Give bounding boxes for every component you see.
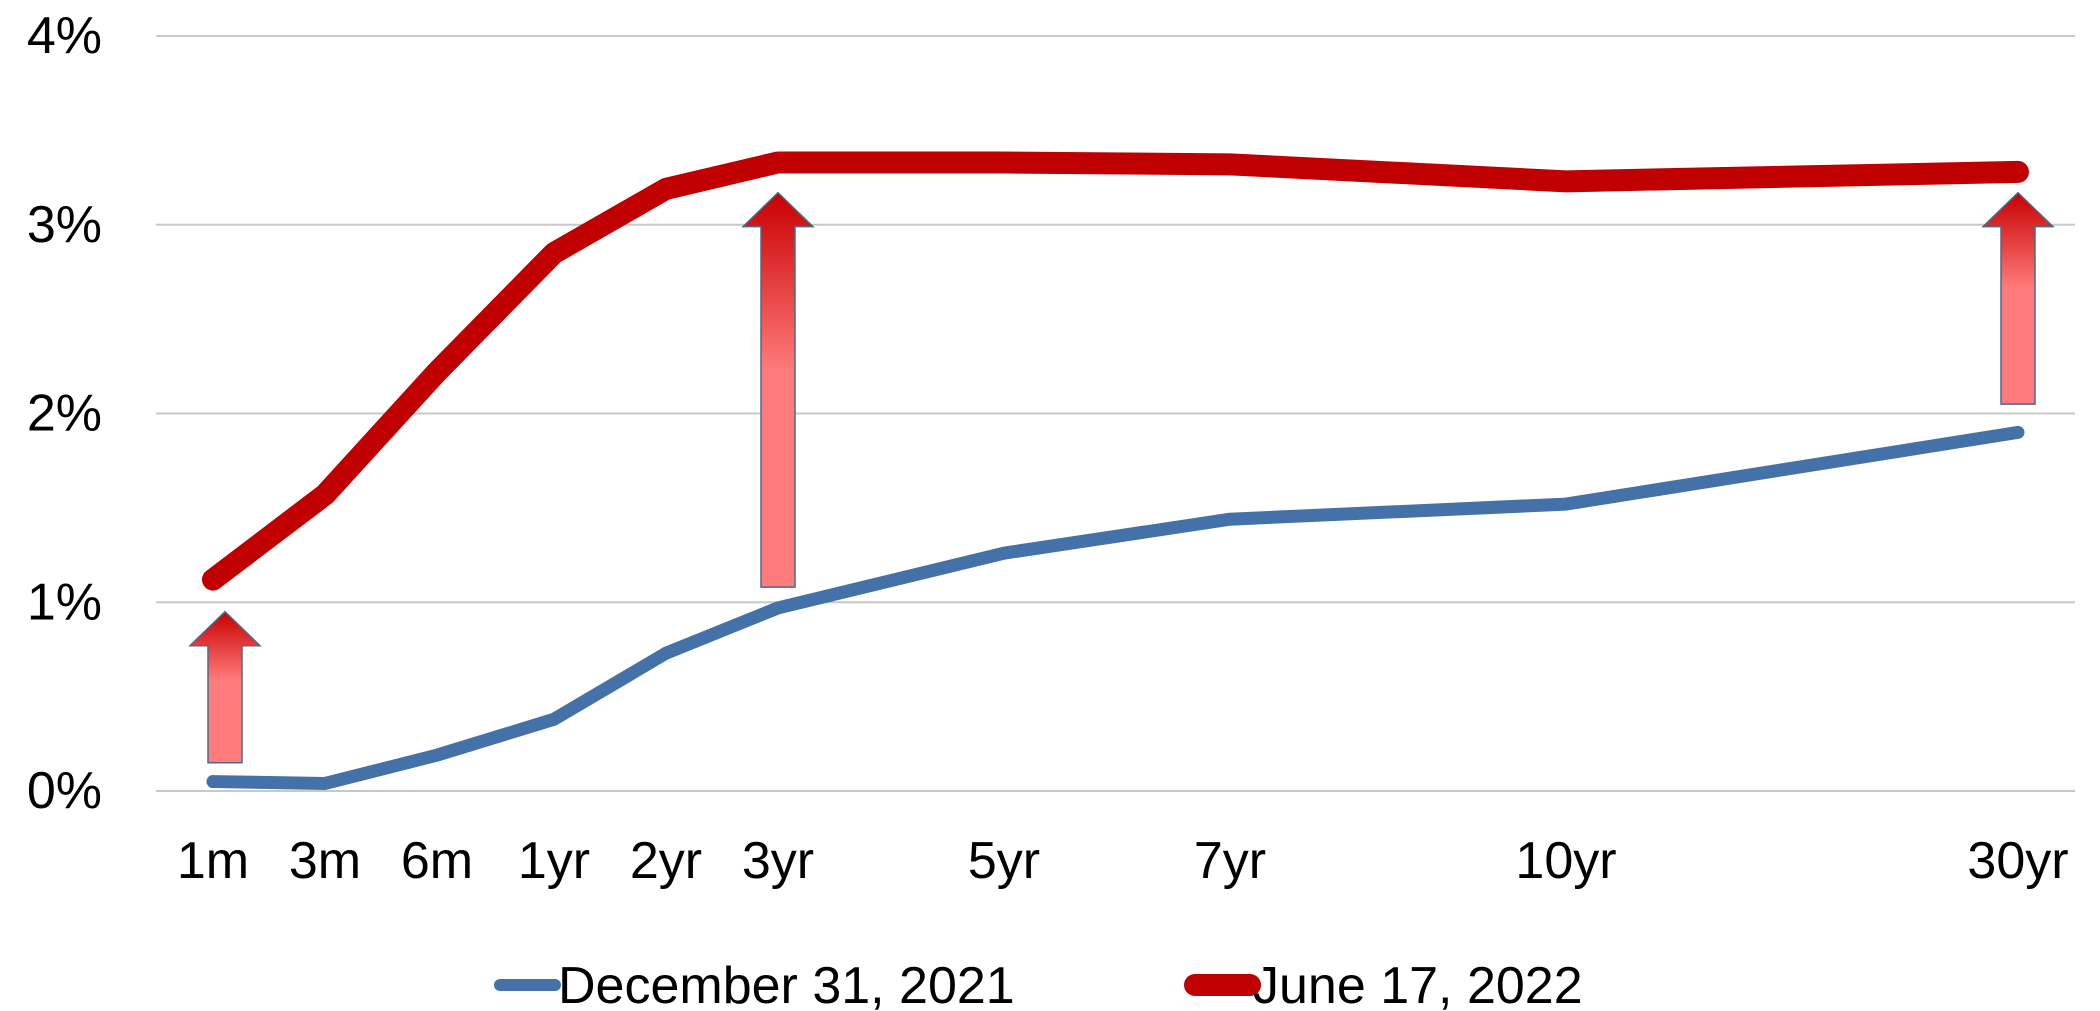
y-tick-label: 0% <box>27 762 102 820</box>
series-line-2 <box>202 151 2029 591</box>
series-line-1 <box>206 425 2025 790</box>
gridlines <box>156 35 2075 792</box>
x-axis-ticks: 1m 3m 6m 1yr 2yr 3yr 5yr 7yr 10yr 30yr <box>177 832 2069 890</box>
legend: December 31, 2021 June 17, 2022 <box>494 957 1583 1011</box>
x-tick-label: 3m <box>289 832 361 890</box>
x-tick-label: 3yr <box>742 832 814 890</box>
legend-label-1: December 31, 2021 <box>558 957 1015 1011</box>
x-tick-label: 6m <box>401 832 473 890</box>
x-tick-label: 1m <box>177 832 249 890</box>
y-tick-label: 1% <box>27 573 102 631</box>
x-tick-label: 1yr <box>518 832 590 890</box>
up-arrow-3yr <box>741 191 815 588</box>
x-tick-label: 30yr <box>1967 832 2068 890</box>
change-arrows <box>188 191 2055 764</box>
y-tick-label: 2% <box>27 385 102 443</box>
up-arrow-1m <box>188 610 262 764</box>
y-tick-label: 3% <box>27 196 102 254</box>
y-tick-label: 4% <box>27 7 102 65</box>
up-arrow-30yr <box>1981 191 2055 405</box>
x-tick-label: 10yr <box>1515 832 1616 890</box>
x-tick-label: 5yr <box>968 832 1040 890</box>
x-tick-label: 2yr <box>630 832 702 890</box>
x-tick-label: 7yr <box>1194 832 1266 890</box>
series-lines <box>202 151 2029 790</box>
legend-label-2: June 17, 2022 <box>1253 957 1583 1011</box>
y-axis-ticks: 0% 1% 2% 3% 4% <box>27 7 102 820</box>
